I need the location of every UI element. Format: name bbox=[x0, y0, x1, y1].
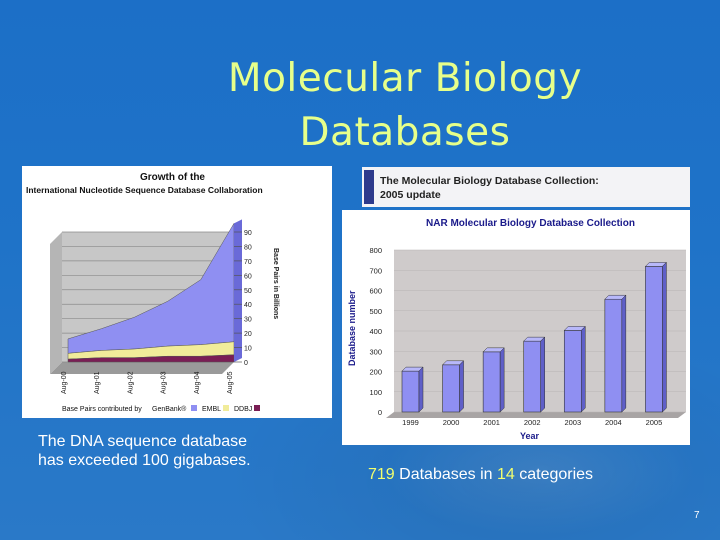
bar-plot-floor bbox=[386, 412, 686, 418]
growth-chart-figure: Growth of the International Nucleotide S… bbox=[22, 166, 332, 418]
growth-x-tick-label: Aug-01 bbox=[94, 371, 101, 394]
bar-2004 bbox=[604, 298, 623, 413]
header-line-2: 2005 update bbox=[380, 189, 441, 201]
nar-bar-chart-figure: NAR Molecular Biology Database Collectio… bbox=[342, 210, 690, 445]
growth-area-side bbox=[234, 219, 242, 362]
bar-y-tick-label: 400 bbox=[369, 327, 382, 336]
bar-x-tick-label: 2003 bbox=[564, 418, 581, 427]
bar-2000 bbox=[442, 364, 460, 413]
legend-embl-swatch bbox=[223, 405, 229, 411]
bar-x-tick-label: 2001 bbox=[483, 418, 500, 427]
growth-y-axis-title: Base Pairs in Billions bbox=[272, 248, 279, 319]
bar-y-tick-label: 200 bbox=[369, 368, 382, 377]
bar-2001 bbox=[482, 351, 501, 413]
growth-y-tick-label: 60 bbox=[244, 273, 252, 280]
growth-x-tick-label: Aug-00 bbox=[61, 371, 68, 394]
bar-y-tick-label: 500 bbox=[369, 307, 382, 316]
legend-genbank: GenBank® bbox=[152, 405, 187, 413]
bar-y-tick-label: 300 bbox=[369, 347, 382, 356]
growth-x-tick-label: Aug-02 bbox=[127, 371, 134, 394]
growth-footer-label: Base Pairs contributed by bbox=[62, 406, 142, 413]
bar-2005 bbox=[645, 266, 663, 413]
growth-y-tick-label: 30 bbox=[244, 317, 252, 324]
bar-y-tick-label: 800 bbox=[369, 246, 382, 255]
bar-x-tick-label: 2002 bbox=[524, 418, 541, 427]
bar-side-2003 bbox=[581, 325, 586, 413]
bar-y-tick-label: 700 bbox=[369, 266, 382, 275]
bar-2003 bbox=[563, 330, 582, 413]
dna-caption-line-2: has exceeded 100 gigabases. bbox=[38, 452, 251, 469]
page-number: 7 bbox=[694, 510, 700, 521]
database-collection-header: The Molecular Biology Database Collectio… bbox=[362, 167, 690, 207]
dna-caption: The DNA sequence database has exceeded 1… bbox=[38, 432, 251, 470]
bar-side-2005 bbox=[662, 261, 667, 413]
category-count: 14 bbox=[496, 466, 515, 483]
bar-x-tick-label: 2005 bbox=[646, 418, 663, 427]
database-count: 719 bbox=[368, 466, 395, 483]
nar-bar-chart: NAR Molecular Biology Database Collectio… bbox=[342, 210, 690, 445]
growth-y-tick-label: 70 bbox=[244, 259, 252, 266]
growth-title-line-2: International Nucleotide Sequence Databa… bbox=[26, 185, 263, 195]
growth-chart: Growth of the International Nucleotide S… bbox=[22, 166, 332, 418]
dna-caption-line-1: The DNA sequence database bbox=[38, 433, 248, 450]
growth-y-tick-label: 40 bbox=[244, 302, 252, 309]
bar-side-2004 bbox=[621, 294, 627, 413]
database-count-caption: 719 Databases in 14 categories bbox=[368, 466, 593, 484]
bar-side-2001 bbox=[499, 347, 505, 413]
growth-y-tick-label: 0 bbox=[244, 360, 248, 367]
bar-y-tick-label: 0 bbox=[378, 408, 382, 417]
legend-ddbj: DDBJ bbox=[234, 406, 252, 413]
bar-2002 bbox=[523, 340, 542, 413]
caption-end-text: categories bbox=[514, 466, 594, 483]
growth-y-tick-label: 20 bbox=[244, 331, 252, 338]
growth-x-tick-label: Aug-05 bbox=[227, 371, 234, 394]
bar-x-tick-label: 2000 bbox=[443, 418, 460, 427]
growth-title-line-1: Growth of the bbox=[140, 172, 205, 183]
growth-y-tick-label: 90 bbox=[244, 230, 252, 237]
bar-1999 bbox=[401, 370, 420, 413]
bar-side-2002 bbox=[540, 336, 545, 413]
bar-side-2000 bbox=[459, 360, 464, 413]
bar-chart-title: NAR Molecular Biology Database Collectio… bbox=[426, 218, 635, 229]
growth-x-tick-label: Aug-04 bbox=[194, 371, 201, 394]
growth-y-tick-label: 80 bbox=[244, 244, 252, 251]
slide-title: Molecular Biology Databases bbox=[150, 52, 660, 160]
bar-side-1999 bbox=[418, 366, 424, 413]
bar-y-tick-label: 100 bbox=[369, 388, 382, 397]
bar-y-tick-label: 600 bbox=[369, 287, 382, 296]
header-accent-bar bbox=[364, 170, 374, 204]
legend-genbank-swatch bbox=[191, 405, 197, 411]
slide-title-line-2: Databases bbox=[299, 110, 511, 155]
growth-floor bbox=[50, 362, 234, 374]
slide-title-line-1: Molecular Biology bbox=[227, 56, 583, 101]
caption-mid-text: Databases in bbox=[394, 466, 497, 483]
bar-x-tick-label: 1999 bbox=[402, 418, 419, 427]
bar-y-axis-title: Database number bbox=[347, 290, 357, 366]
legend-ddbj-swatch bbox=[254, 405, 260, 411]
growth-y-tick-label: 50 bbox=[244, 288, 252, 295]
growth-side-wall bbox=[50, 232, 62, 374]
legend-embl: EMBL bbox=[202, 406, 221, 413]
growth-x-tick-label: Aug-03 bbox=[161, 371, 168, 394]
bar-x-tick-label: 2004 bbox=[605, 418, 622, 427]
header-line-1: The Molecular Biology Database Collectio… bbox=[380, 175, 599, 187]
growth-y-tick-label: 10 bbox=[244, 346, 252, 353]
bar-x-axis-title: Year bbox=[520, 431, 540, 441]
